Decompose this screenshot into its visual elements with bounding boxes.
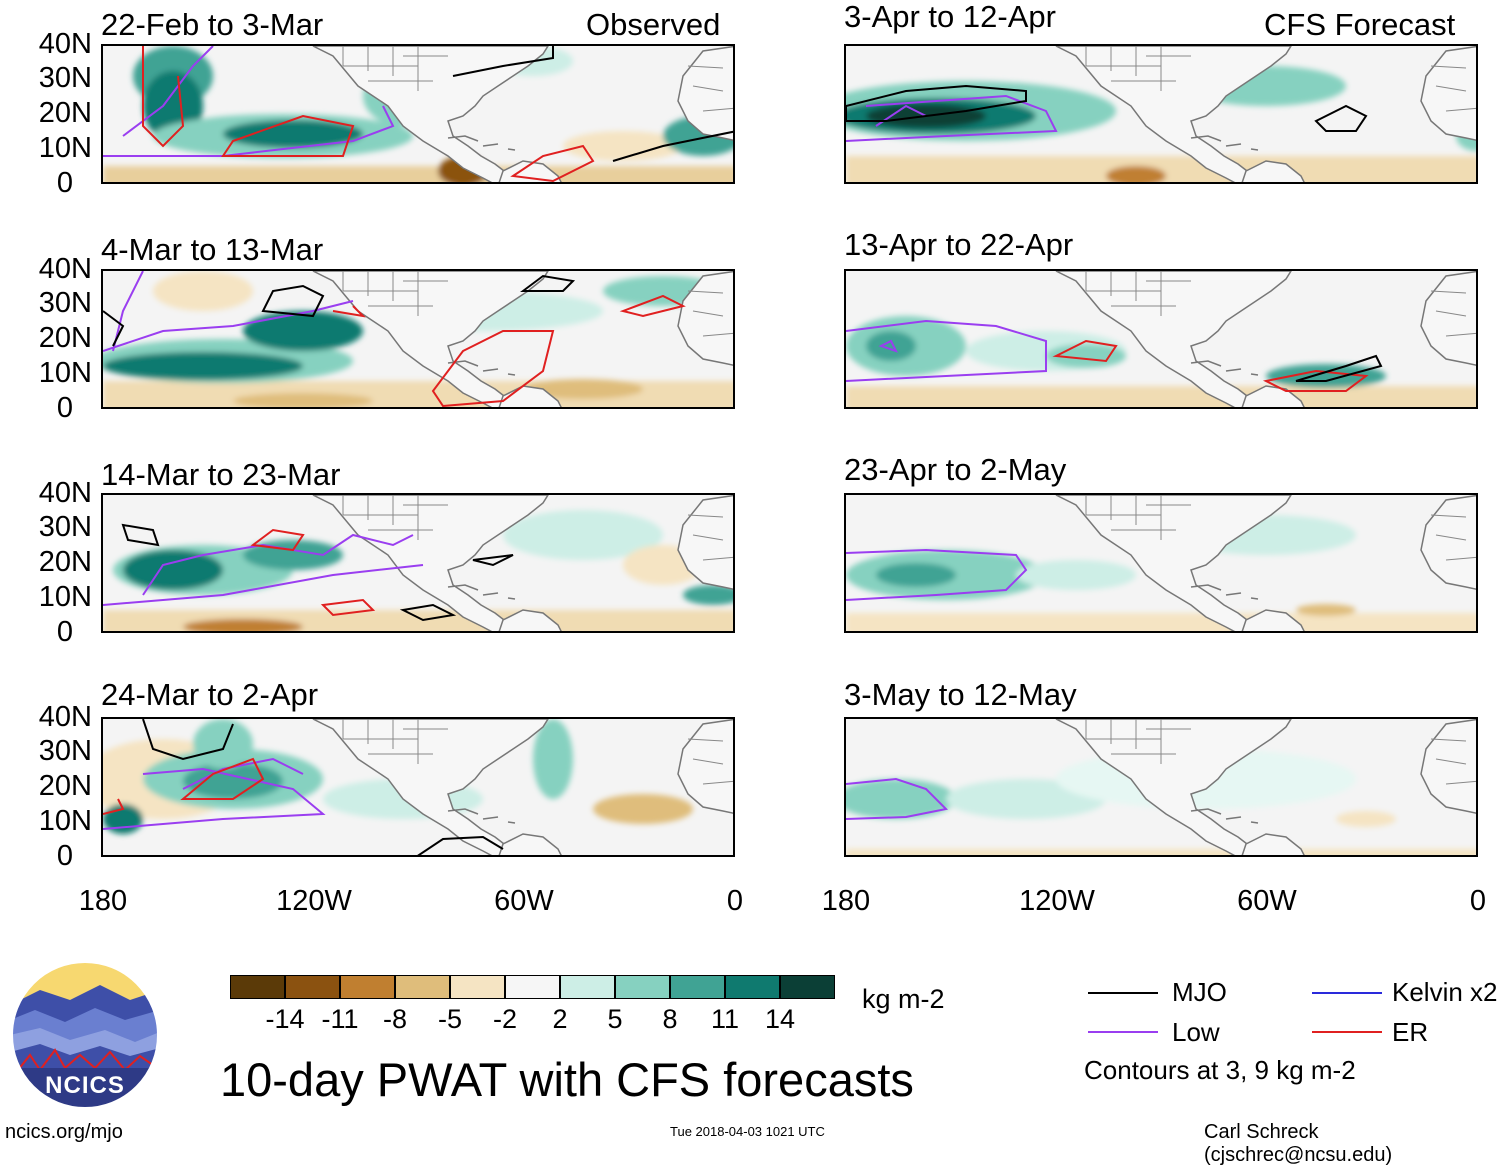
pwat-field bbox=[103, 719, 735, 855]
colorbar-swatch bbox=[450, 975, 505, 999]
colorbar-swatch bbox=[230, 975, 285, 999]
logo-text: NCICS bbox=[45, 1072, 125, 1099]
left-header: Observed bbox=[586, 7, 721, 42]
footer-author: Carl Schreck (cjschrec@ncsu.edu) bbox=[1204, 1121, 1393, 1166]
colorbar-swatch bbox=[670, 975, 725, 999]
map-panel bbox=[844, 269, 1478, 409]
lon-label: 180 bbox=[78, 885, 128, 917]
lon-label: 60W bbox=[1237, 885, 1297, 917]
panel-title: 22-Feb to 3-Mar bbox=[101, 7, 324, 42]
lat-label: 40N bbox=[38, 701, 92, 733]
lat-label: 40N bbox=[38, 28, 92, 60]
map-panel bbox=[101, 717, 735, 857]
colorbar-label: 8 bbox=[662, 1004, 678, 1034]
colorbar-label: -8 bbox=[382, 1004, 407, 1034]
lat-label: 20N bbox=[38, 546, 92, 578]
colorbar-label: -2 bbox=[492, 1004, 517, 1034]
pwat-field bbox=[103, 495, 733, 631]
colorbar-label: 5 bbox=[607, 1004, 623, 1034]
panel-title: 13-Apr to 22-Apr bbox=[844, 227, 1074, 262]
er-swatch bbox=[1312, 1031, 1382, 1033]
lat-label: 30N bbox=[38, 287, 92, 319]
panel-title: 3-Apr to 12-Apr bbox=[844, 0, 1056, 34]
colorbar-swatch bbox=[725, 975, 780, 999]
map-panel bbox=[101, 493, 735, 633]
kelvin-swatch bbox=[1312, 992, 1382, 994]
footer-timestamp: Tue 2018-04-03 1021 UTC bbox=[670, 1124, 825, 1139]
lat-label: 40N bbox=[38, 477, 92, 509]
colorbar-label: 2 bbox=[552, 1004, 568, 1034]
lat-label: 0 bbox=[56, 392, 73, 424]
colorbar-units: kg m-2 bbox=[862, 984, 945, 1014]
colorbar-label: -5 bbox=[437, 1004, 462, 1034]
kelvin-label: Kelvin x2 bbox=[1392, 977, 1498, 1007]
lon-label: 60W bbox=[494, 885, 554, 917]
lat-label: 10N bbox=[38, 581, 92, 613]
map-panel bbox=[844, 493, 1478, 633]
lat-label: 10N bbox=[38, 132, 92, 164]
lat-label: 0 bbox=[56, 167, 73, 199]
lat-label: 10N bbox=[38, 357, 92, 389]
lat-label: 40N bbox=[38, 253, 92, 285]
lat-label: 0 bbox=[56, 840, 73, 872]
low-label: Low bbox=[1172, 1017, 1220, 1047]
pwat-field bbox=[103, 46, 733, 182]
pwat-field bbox=[846, 271, 1476, 407]
colorbar-swatch bbox=[780, 975, 835, 999]
lat-label: 20N bbox=[38, 97, 92, 129]
lat-label: 0 bbox=[56, 616, 73, 648]
pwat-field bbox=[846, 46, 1476, 182]
er-label: ER bbox=[1392, 1017, 1429, 1047]
mjo-swatch bbox=[1088, 992, 1158, 994]
lat-label: 20N bbox=[38, 322, 92, 354]
lon-label: 120W bbox=[276, 885, 352, 917]
colorbar-swatch bbox=[340, 975, 395, 999]
panel-title: 4-Mar to 13-Mar bbox=[101, 232, 324, 267]
pwat-field bbox=[103, 271, 733, 407]
map-panel bbox=[101, 44, 735, 184]
panel-title: 23-Apr to 2-May bbox=[844, 452, 1067, 487]
lat-label: 30N bbox=[38, 62, 92, 94]
colorbar-swatch bbox=[285, 975, 340, 999]
lat-label: 20N bbox=[38, 770, 92, 802]
pwat-field bbox=[846, 495, 1476, 631]
lat-label: 30N bbox=[38, 735, 92, 767]
colorbar-swatch bbox=[505, 975, 560, 999]
pwat-field bbox=[846, 719, 1476, 855]
colorbar-swatch bbox=[560, 975, 615, 999]
colorbar-label: 11 bbox=[710, 1004, 740, 1034]
mjo-label: MJO bbox=[1172, 977, 1227, 1007]
lon-label: 120W bbox=[1019, 885, 1095, 917]
lon-label: 0 bbox=[1469, 885, 1487, 917]
colorbar-label: -14 bbox=[265, 1004, 305, 1034]
lat-label: 10N bbox=[38, 805, 92, 837]
footer-url[interactable]: ncics.org/mjo bbox=[5, 1121, 123, 1143]
panel-title: 24-Mar to 2-Apr bbox=[101, 677, 319, 712]
lon-label: 180 bbox=[821, 885, 871, 917]
map-panel bbox=[844, 717, 1478, 857]
contours-note: Contours at 3, 9 kg m-2 bbox=[1084, 1055, 1356, 1085]
lat-label: 30N bbox=[38, 511, 92, 543]
main-title: 10-day PWAT with CFS forecasts bbox=[220, 1053, 914, 1106]
colorbar-label: -11 bbox=[321, 1004, 359, 1034]
map-panel bbox=[101, 269, 735, 409]
colorbar-swatch bbox=[395, 975, 450, 999]
colorbar-swatch bbox=[615, 975, 670, 999]
map-panel bbox=[844, 44, 1478, 184]
panel-title: 14-Mar to 23-Mar bbox=[101, 457, 341, 492]
colorbar-label: 14 bbox=[764, 1004, 796, 1034]
panel-title: 3-May to 12-May bbox=[844, 677, 1077, 712]
lon-label: 0 bbox=[726, 885, 744, 917]
low-swatch bbox=[1088, 1031, 1158, 1033]
ncics-logo: NCICS bbox=[10, 960, 160, 1110]
right-header: CFS Forecast bbox=[1264, 7, 1456, 42]
